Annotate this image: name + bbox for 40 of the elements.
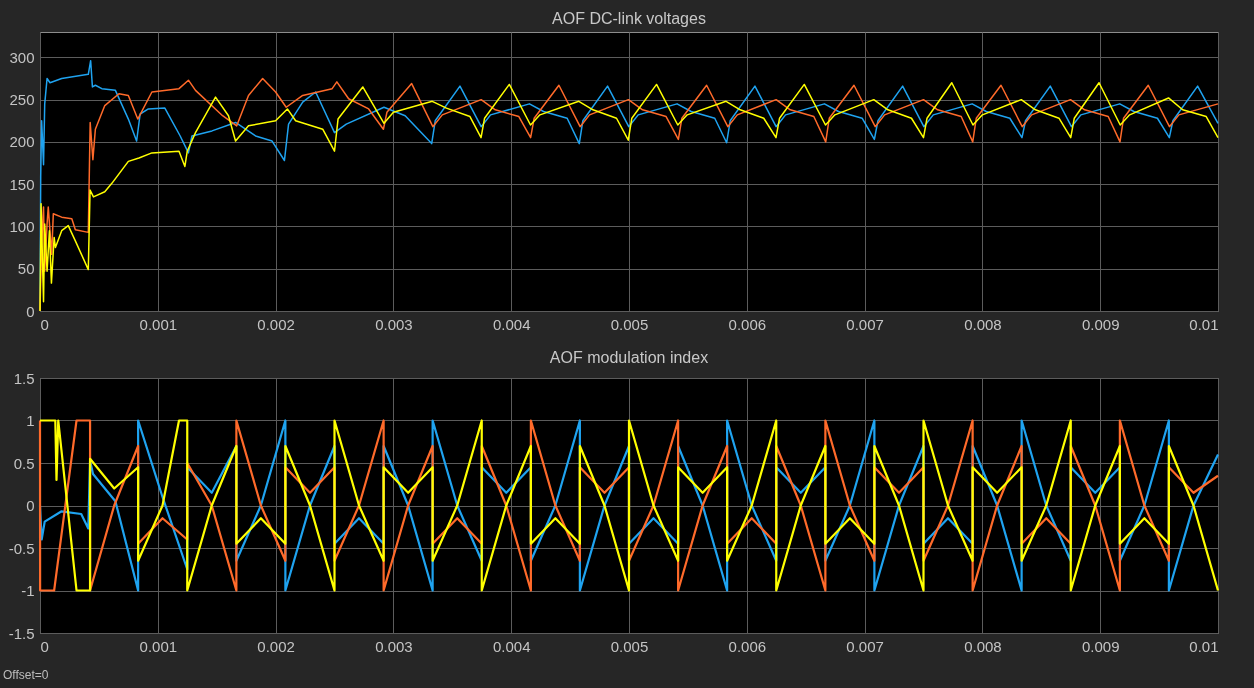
x-tick-label: 0.002: [257, 637, 295, 655]
y-tick-label: 1.5: [13, 369, 35, 387]
x-tick-label: 0: [40, 315, 49, 333]
text: Offset=0: [3, 668, 49, 682]
x-tick-label: 0.009: [1081, 315, 1120, 333]
x-tick-label: 0.01: [1189, 315, 1219, 333]
line-series: [38, 419, 1220, 592]
x-tick-label: 0.007: [846, 315, 884, 333]
x-tick-label: 0.01: [1189, 637, 1219, 655]
y-tick-label: 100: [9, 217, 35, 235]
y-tick-label: 50: [17, 260, 35, 278]
y-tick-label: 1: [26, 412, 35, 429]
x-tick-label: 0.002: [257, 315, 295, 333]
x-tick-label: 0.003: [375, 315, 413, 333]
y-tick-label: -1.5: [8, 624, 35, 642]
y-tick-label: 200: [9, 133, 35, 151]
y-tick-label: 0: [26, 302, 35, 320]
x-tick-label: 0.004: [492, 637, 531, 655]
chart-title: AOF DC-link voltages: [552, 10, 706, 27]
x-tick-label: 0.003: [375, 637, 413, 655]
x-tick-label: 0.005: [610, 637, 649, 655]
y-tick-label: 150: [9, 175, 35, 193]
x-tick-label: 0.006: [728, 637, 767, 655]
y-tick-label: 250: [9, 91, 35, 109]
chart-title: AOF modulation index: [549, 349, 709, 366]
y-tick-label: 0.5: [13, 454, 35, 472]
x-tick-label: 0.009: [1081, 637, 1120, 655]
x-tick-label: 0.001: [139, 637, 178, 655]
x-tick-label: 0.001: [139, 315, 178, 333]
x-tick-label: 0.008: [964, 315, 1002, 333]
x-tick-label: 0.005: [610, 315, 649, 333]
y-tick-label: -0.5: [8, 539, 35, 557]
x-tick-label: 0.007: [846, 637, 884, 655]
x-tick-label: 0.006: [728, 315, 767, 333]
y-tick-label: -1: [21, 582, 35, 599]
x-tick-label: 0: [40, 637, 49, 655]
x-tick-label: 0.008: [964, 637, 1002, 655]
y-tick-label: 0: [26, 497, 35, 514]
y-tick-label: 300: [9, 48, 35, 66]
x-tick-label: 0.004: [492, 315, 531, 333]
